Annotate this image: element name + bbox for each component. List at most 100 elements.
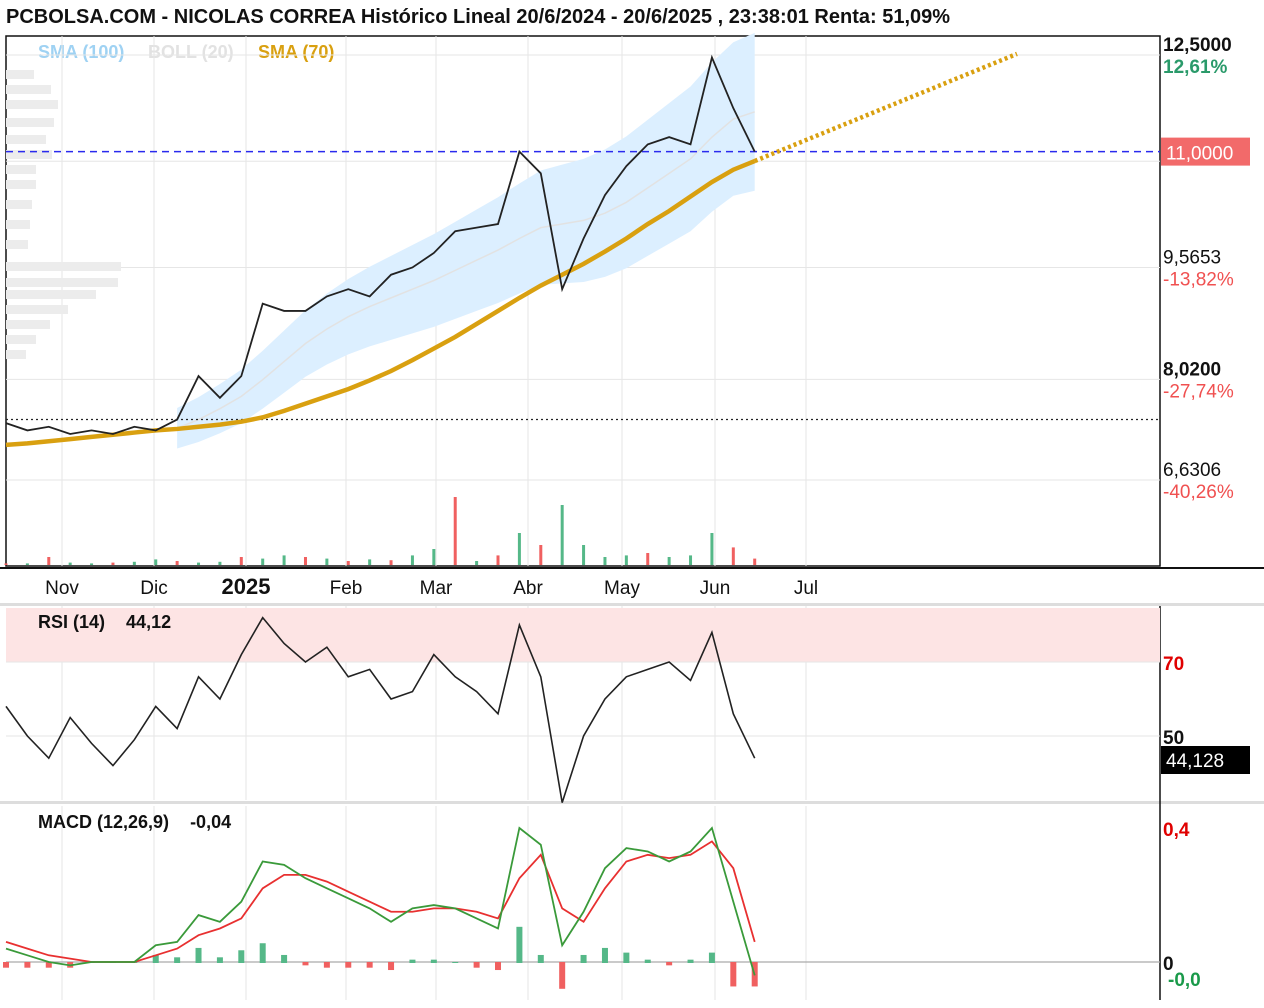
volume-bar — [4, 563, 8, 565]
volume-bar — [25, 563, 29, 565]
macd-histogram-bar — [152, 954, 159, 963]
macd-histogram-bar — [45, 962, 52, 968]
month-label: Jul — [794, 578, 818, 599]
legend-sma100: SMA (100) — [38, 42, 125, 62]
macd-histogram-bar — [281, 954, 288, 963]
rsi-current-label: 44,128 — [1166, 751, 1224, 772]
volume-bar — [624, 555, 628, 565]
macd-histogram-bar — [537, 954, 544, 963]
price-pct-label: -40,26% — [1163, 482, 1234, 503]
panel-separator — [0, 603, 1264, 606]
rsi-line — [5, 616, 756, 803]
macd-histogram-bar — [473, 962, 480, 968]
volume-bar — [261, 558, 265, 565]
macd-value: -0,04 — [190, 812, 232, 832]
volume-profile-bar — [6, 135, 46, 144]
volume-bar — [47, 557, 51, 565]
macd-histogram-bar — [452, 962, 459, 963]
price-pct-label: -27,74% — [1163, 381, 1234, 402]
volume-bar — [175, 561, 179, 565]
volume-bar — [646, 553, 650, 565]
volume-profile-bar — [6, 85, 51, 94]
rsi-value: 44,12 — [126, 612, 172, 632]
price-line — [5, 54, 756, 435]
rsi-label: RSI (14) 44,12 — [38, 612, 171, 633]
macd-histogram-bar — [174, 957, 181, 963]
volume-profile-bar — [6, 305, 68, 314]
volume-profile-bar — [6, 100, 58, 109]
macd-histogram-bar — [409, 959, 416, 963]
volume-bar — [710, 533, 714, 565]
price-tick-label: 8,0200 — [1163, 359, 1221, 380]
macd-histogram-bar — [687, 959, 694, 963]
macd-histogram-bar — [623, 952, 630, 963]
volume-bar — [303, 557, 307, 565]
macd-histogram-bar — [216, 957, 223, 963]
volume-profile-bar — [6, 262, 121, 271]
volume-bar — [68, 562, 72, 565]
volume-bar — [432, 549, 436, 565]
price-pct-label: 12,61% — [1163, 57, 1228, 78]
macd-histogram-bar — [345, 962, 352, 968]
macd-histogram-bar — [388, 962, 395, 971]
price-pct-label: -13,82% — [1163, 270, 1234, 291]
macd-histogram-bar — [516, 926, 523, 963]
volume-profile-bar — [6, 278, 118, 287]
volume-bar — [218, 561, 222, 565]
volume-profile-bar — [6, 200, 32, 209]
volume-bar — [453, 497, 457, 565]
chart-title: PCBOLSA.COM - NICOLAS CORREA Histórico L… — [6, 6, 951, 28]
volume-profile-bar — [6, 150, 52, 159]
macd-level-label: 0,4 — [1163, 820, 1190, 841]
volume-bar — [560, 505, 564, 565]
legend-sma70: SMA (70) — [258, 42, 335, 62]
volume-profile-bar — [6, 290, 96, 299]
macd-title: MACD (12,26,9) — [38, 812, 170, 832]
macd-histogram-bar — [430, 959, 437, 963]
rsi-level-label: 70 — [1163, 654, 1184, 675]
macd-histogram-bar — [259, 943, 266, 963]
volume-bar — [282, 555, 286, 565]
macd-histogram-bar — [644, 959, 651, 963]
volume-bar — [346, 561, 350, 565]
macd-histogram-bar — [666, 962, 673, 966]
month-label: Feb — [330, 578, 363, 599]
volume-profile-bar — [6, 165, 36, 174]
macd-line — [5, 826, 756, 976]
month-label: Nov — [45, 578, 79, 599]
macd-histogram-bar — [495, 962, 502, 971]
macd-histogram-bar — [601, 947, 608, 963]
volume-bar — [132, 561, 136, 565]
macd-histogram-bar — [195, 947, 202, 963]
volume-bar — [197, 562, 201, 565]
macd-signal-line — [5, 840, 756, 963]
month-label: Dic — [140, 578, 167, 599]
price-tick-label: 6,6306 — [1163, 460, 1221, 481]
volume-bar — [667, 557, 671, 565]
rsi-current-box — [1161, 746, 1250, 774]
volume-bar — [111, 562, 115, 565]
volume-bar — [753, 558, 757, 565]
volume-profile-bar — [6, 320, 50, 329]
macd-histogram-bar — [24, 962, 31, 968]
volume-bar — [90, 563, 94, 565]
rsi-title: RSI (14) — [38, 612, 106, 632]
macd-label: MACD (12,26,9) -0,04 — [38, 812, 231, 833]
volume-bar — [475, 561, 479, 565]
volume-bar — [410, 555, 414, 565]
macd-histogram-bar — [730, 962, 737, 987]
volume-profile-bar — [6, 220, 30, 229]
sma70-projection — [753, 51, 1018, 164]
macd-histogram-bar — [323, 962, 330, 968]
panel-separator — [0, 801, 1264, 804]
volume-profile-bar — [6, 118, 54, 127]
volume-bar — [603, 557, 607, 565]
macd-histogram-bar — [3, 962, 9, 968]
volume-profile-bar — [6, 180, 36, 189]
bollinger-band — [177, 32, 755, 449]
macd-histogram-bar — [559, 962, 566, 989]
macd-histogram-bar — [366, 962, 373, 968]
rsi-overbought-zone — [6, 608, 1160, 662]
volume-bar — [539, 545, 543, 565]
